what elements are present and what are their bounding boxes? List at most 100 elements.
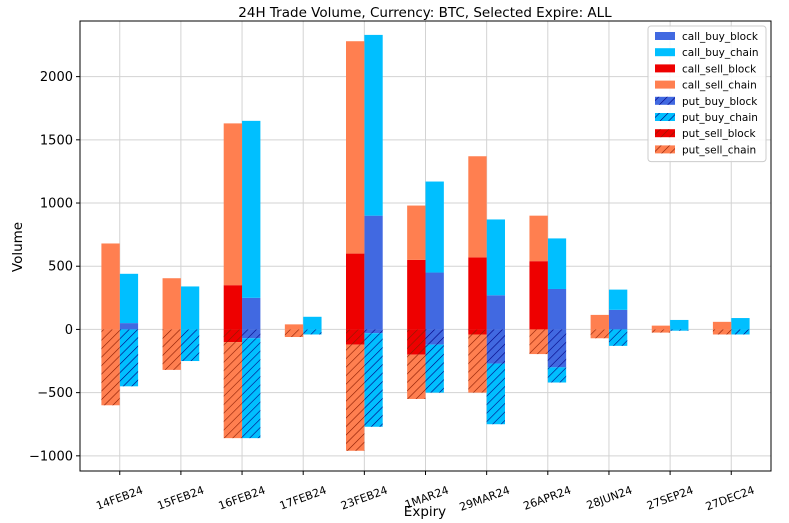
- put_buy_block-hatch: [242, 329, 261, 339]
- put_sell_chain-hatch: [712, 329, 732, 335]
- put_buy_chain-hatch: [486, 363, 505, 425]
- x-tick-label: 17FEB24: [278, 484, 328, 513]
- put_buy_block-hatch: [486, 329, 505, 364]
- y-tick-label: 500: [48, 260, 73, 275]
- call_sell_chain-bar: [712, 321, 732, 330]
- call_buy_block-bar: [547, 288, 567, 330]
- legend-swatch-hatch-put_sell_block: [655, 129, 675, 138]
- legend-swatch-hatch-put_buy_chain: [655, 113, 675, 121]
- call_sell_block-bar: [468, 257, 487, 330]
- legend-label-put_sell_block: put_sell_block: [682, 128, 756, 140]
- call_buy_chain-bar: [242, 120, 261, 298]
- legend-label-call_sell_chain: call_sell_chain: [682, 80, 757, 92]
- call_buy_chain-bar: [731, 318, 750, 330]
- call_buy_block-bar: [608, 309, 628, 330]
- put_buy_chain-hatch: [608, 329, 628, 346]
- legend-swatch-call_sell_chain: [655, 80, 675, 89]
- x-tick-label: 16FEB24: [217, 484, 267, 513]
- put_sell_chain-hatch: [590, 329, 609, 339]
- plot-frame: [79, 20, 772, 472]
- call_sell_block-bar: [223, 285, 243, 330]
- call_sell_chain-bar: [529, 215, 548, 262]
- put_sell_block-hatch: [346, 329, 365, 345]
- call_buy_chain-bar: [364, 34, 383, 216]
- call_sell_chain-bar: [101, 243, 120, 330]
- put_buy_chain-hatch: [180, 329, 200, 362]
- put_sell_chain-hatch: [162, 329, 181, 370]
- legend: call_buy_block call_buy_chain call_sell_bl…: [647, 25, 767, 163]
- y-tick-label: −500: [37, 386, 73, 401]
- call_sell_chain-bar: [284, 324, 304, 330]
- call_buy_chain-bar: [608, 289, 628, 310]
- call_sell_block-bar: [529, 261, 548, 330]
- call_sell_block-bar: [346, 253, 365, 330]
- put_buy_chain-hatch: [119, 329, 139, 387]
- put_sell_block-hatch: [468, 329, 487, 335]
- call_sell_chain-bar: [468, 156, 487, 258]
- put_sell_chain-hatch: [223, 342, 243, 439]
- legend-swatch-hatch-put_buy_block: [655, 96, 675, 105]
- put_sell_chain-hatch: [346, 344, 365, 451]
- x-tick-label: 28JUN24: [585, 484, 634, 512]
- x-axis-label: Expiry: [404, 504, 446, 520]
- put_sell_chain-hatch: [651, 329, 671, 333]
- call_buy_chain-bar: [670, 319, 689, 330]
- call_buy_block-bar: [364, 215, 383, 330]
- put_buy_block-hatch: [364, 329, 383, 334]
- y-tick-label: 0: [65, 323, 73, 338]
- put_buy_chain-hatch: [425, 344, 444, 393]
- y-tick-label: 1000: [40, 197, 73, 212]
- call_buy_block-bar: [486, 295, 505, 330]
- put_sell_chain-hatch: [407, 354, 426, 399]
- call_buy_chain-bar: [180, 286, 200, 330]
- x-tick-label: 26APR24: [522, 484, 573, 513]
- x-tick-label: 23FEB24: [339, 484, 389, 513]
- legend-label-put_buy_chain: put_buy_chain: [682, 112, 758, 124]
- put_buy_chain-hatch: [670, 329, 689, 331]
- call_sell_chain-bar: [651, 325, 671, 330]
- y-tick-label: 1500: [40, 133, 73, 148]
- put_buy_block-hatch: [425, 329, 444, 345]
- call_sell_chain-bar: [590, 314, 609, 330]
- put_buy_chain-hatch: [364, 333, 383, 427]
- put_sell_block-hatch: [407, 329, 426, 355]
- put_sell_block-hatch: [223, 329, 243, 343]
- call_buy_block-bar: [425, 272, 444, 330]
- call_buy_chain-bar: [486, 219, 505, 296]
- put_sell_chain-hatch: [284, 329, 304, 338]
- call_sell_chain-bar: [223, 123, 243, 286]
- x-tick-label: 15FEB24: [156, 484, 206, 513]
- legend-box: [647, 25, 767, 163]
- x-tick-label: 27DEC24: [704, 484, 756, 514]
- put_buy_chain-hatch: [303, 329, 322, 335]
- legend-label-call_buy_chain: call_buy_chain: [682, 47, 759, 59]
- call_buy_block-bar: [242, 297, 261, 330]
- y-tick-label: −1000: [29, 449, 73, 464]
- call_sell_chain-bar: [407, 205, 426, 260]
- legend-label-put_buy_block: put_buy_block: [682, 96, 758, 108]
- legend-swatch-hatch-put_sell_chain: [655, 145, 675, 154]
- call_sell_chain-bar: [162, 278, 181, 330]
- bars: [101, 34, 750, 451]
- call_sell_chain-bar: [346, 41, 365, 254]
- call_buy_block-bar: [119, 323, 139, 330]
- x-tick-label: 29MAR24: [458, 484, 512, 514]
- legend-swatch-call_buy_chain: [655, 48, 675, 57]
- call_sell_block-bar: [407, 259, 426, 330]
- y-tick-label: 2000: [40, 70, 73, 85]
- put_sell_chain-hatch: [529, 329, 548, 355]
- legend-swatch-call_buy_block: [655, 32, 675, 40]
- call_buy_chain-bar: [425, 181, 444, 273]
- call_buy_chain-bar: [547, 238, 567, 289]
- legend-label-put_sell_chain: put_sell_chain: [682, 144, 756, 156]
- legend-swatch-call_sell_block: [655, 64, 675, 73]
- put_sell_chain-hatch: [468, 334, 487, 393]
- chart-title: 24H Trade Volume, Currency: BTC, Selecte…: [238, 5, 612, 21]
- call_buy_chain-bar: [303, 316, 322, 330]
- x-tick-label: 14FEB24: [94, 484, 144, 513]
- put_buy_chain-hatch: [731, 329, 750, 335]
- legend-label-call_sell_block: call_sell_block: [682, 63, 757, 75]
- legend-label-call_buy_block: call_buy_block: [682, 31, 759, 43]
- put_buy_chain-hatch: [242, 338, 261, 439]
